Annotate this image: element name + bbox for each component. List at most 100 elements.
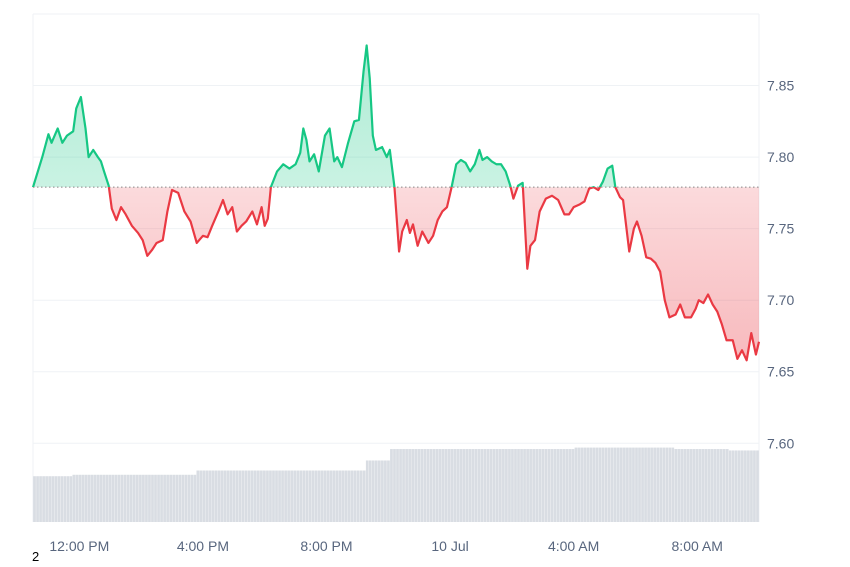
- volume-bar: [695, 449, 699, 522]
- volume-bar: [489, 449, 493, 522]
- volume-bar: [308, 470, 312, 522]
- volume-bar: [263, 470, 266, 522]
- volume-bar: [753, 450, 756, 522]
- volume-bar: [641, 447, 644, 522]
- volume-bar: [132, 474, 136, 522]
- volume-bar: [374, 460, 378, 522]
- volume-bar: [362, 470, 366, 522]
- volume-bar: [502, 449, 505, 522]
- volume-bar: [54, 476, 58, 522]
- volume-bar: [332, 470, 336, 522]
- volume-bar: [187, 474, 191, 522]
- volume-bar: [722, 449, 726, 522]
- volume-bar: [477, 449, 481, 522]
- volume-bar: [199, 470, 203, 522]
- volume-bar: [710, 449, 714, 522]
- volume-bar: [142, 474, 145, 522]
- volume-bar: [459, 449, 463, 522]
- volume-bar: [290, 470, 293, 522]
- volume-bar: [365, 460, 369, 522]
- volume-bar: [589, 447, 593, 522]
- volume-bar: [211, 470, 215, 522]
- volume-bar: [683, 449, 687, 522]
- volume-bar: [465, 449, 469, 522]
- volume-bar: [538, 449, 542, 522]
- y-axis-ticks: 7.85 7.80 7.75 7.70 7.65 7.60: [767, 78, 794, 452]
- volume-bar: [680, 449, 684, 522]
- volume-bar: [704, 449, 708, 522]
- volume-bar: [402, 449, 405, 522]
- volume-bar: [598, 447, 602, 522]
- volume-bar: [526, 449, 529, 522]
- volume-bar: [384, 460, 387, 522]
- volume-bar: [447, 449, 451, 522]
- volume-bar: [287, 470, 290, 522]
- volume-bar: [299, 470, 303, 522]
- volume-bar: [653, 447, 656, 522]
- volume-bar: [535, 449, 539, 522]
- volume-bar: [75, 474, 79, 522]
- volume-bar: [620, 447, 623, 522]
- x-tick-label: 12:00 PM: [49, 538, 109, 554]
- volume-bar: [160, 474, 163, 522]
- volume-bar: [326, 470, 330, 522]
- volume-bar: [414, 449, 418, 522]
- volume-bar: [750, 450, 753, 522]
- volume-bar: [399, 449, 402, 522]
- volume-bar: [181, 474, 185, 522]
- volume-bar: [480, 449, 484, 522]
- volume-bar: [508, 449, 511, 522]
- volume-bar: [344, 470, 348, 522]
- volume-bar: [359, 470, 363, 522]
- volume-bar: [486, 449, 490, 522]
- volume-bar: [737, 450, 741, 522]
- corner-label: 2: [32, 549, 40, 564]
- volume-bar: [731, 450, 735, 522]
- price-area: [33, 45, 759, 361]
- volume-bar: [686, 449, 690, 522]
- volume-bar: [311, 470, 315, 522]
- volume-bar: [247, 470, 251, 522]
- volume-bar: [677, 449, 681, 522]
- volume-bar: [235, 470, 239, 522]
- volume-bar: [63, 476, 67, 522]
- volume-bar: [511, 449, 514, 522]
- volume-bar: [550, 449, 554, 522]
- volume-bar: [284, 470, 287, 522]
- volume-bar: [39, 476, 42, 522]
- volume-bar: [257, 470, 260, 522]
- volume-bar: [444, 449, 448, 522]
- volume-bar: [408, 449, 411, 522]
- volume-bar: [592, 447, 596, 522]
- volume-bar: [51, 476, 55, 522]
- volume-bar: [671, 447, 675, 522]
- volume-bar: [541, 449, 545, 522]
- volume-bar: [390, 449, 393, 522]
- volume-bar: [662, 447, 666, 522]
- volume-bar: [453, 449, 457, 522]
- volume-bar: [120, 474, 124, 522]
- volume-bar: [613, 447, 617, 522]
- volume-bar: [244, 470, 248, 522]
- volume-bar: [278, 470, 281, 522]
- volume-bar: [553, 449, 557, 522]
- volume-bar: [713, 449, 717, 522]
- volume-bar: [381, 460, 384, 522]
- volume-bar: [647, 447, 650, 522]
- volume-bar: [169, 474, 172, 522]
- volume-bar: [323, 470, 327, 522]
- volume-bar: [656, 447, 660, 522]
- volume-bar: [471, 449, 475, 522]
- volume-bar: [190, 474, 194, 522]
- volume-bar: [623, 447, 626, 522]
- volume-bar: [523, 449, 526, 522]
- volume-bar: [450, 449, 454, 522]
- volume-bar: [423, 449, 427, 522]
- volume-bar: [93, 474, 97, 522]
- volume-bar: [532, 449, 535, 522]
- volume-bar: [193, 474, 197, 522]
- x-tick-label: 4:00 PM: [177, 538, 229, 554]
- volume-bar: [692, 449, 696, 522]
- volume-bar: [707, 449, 711, 522]
- volume-bar: [111, 474, 115, 522]
